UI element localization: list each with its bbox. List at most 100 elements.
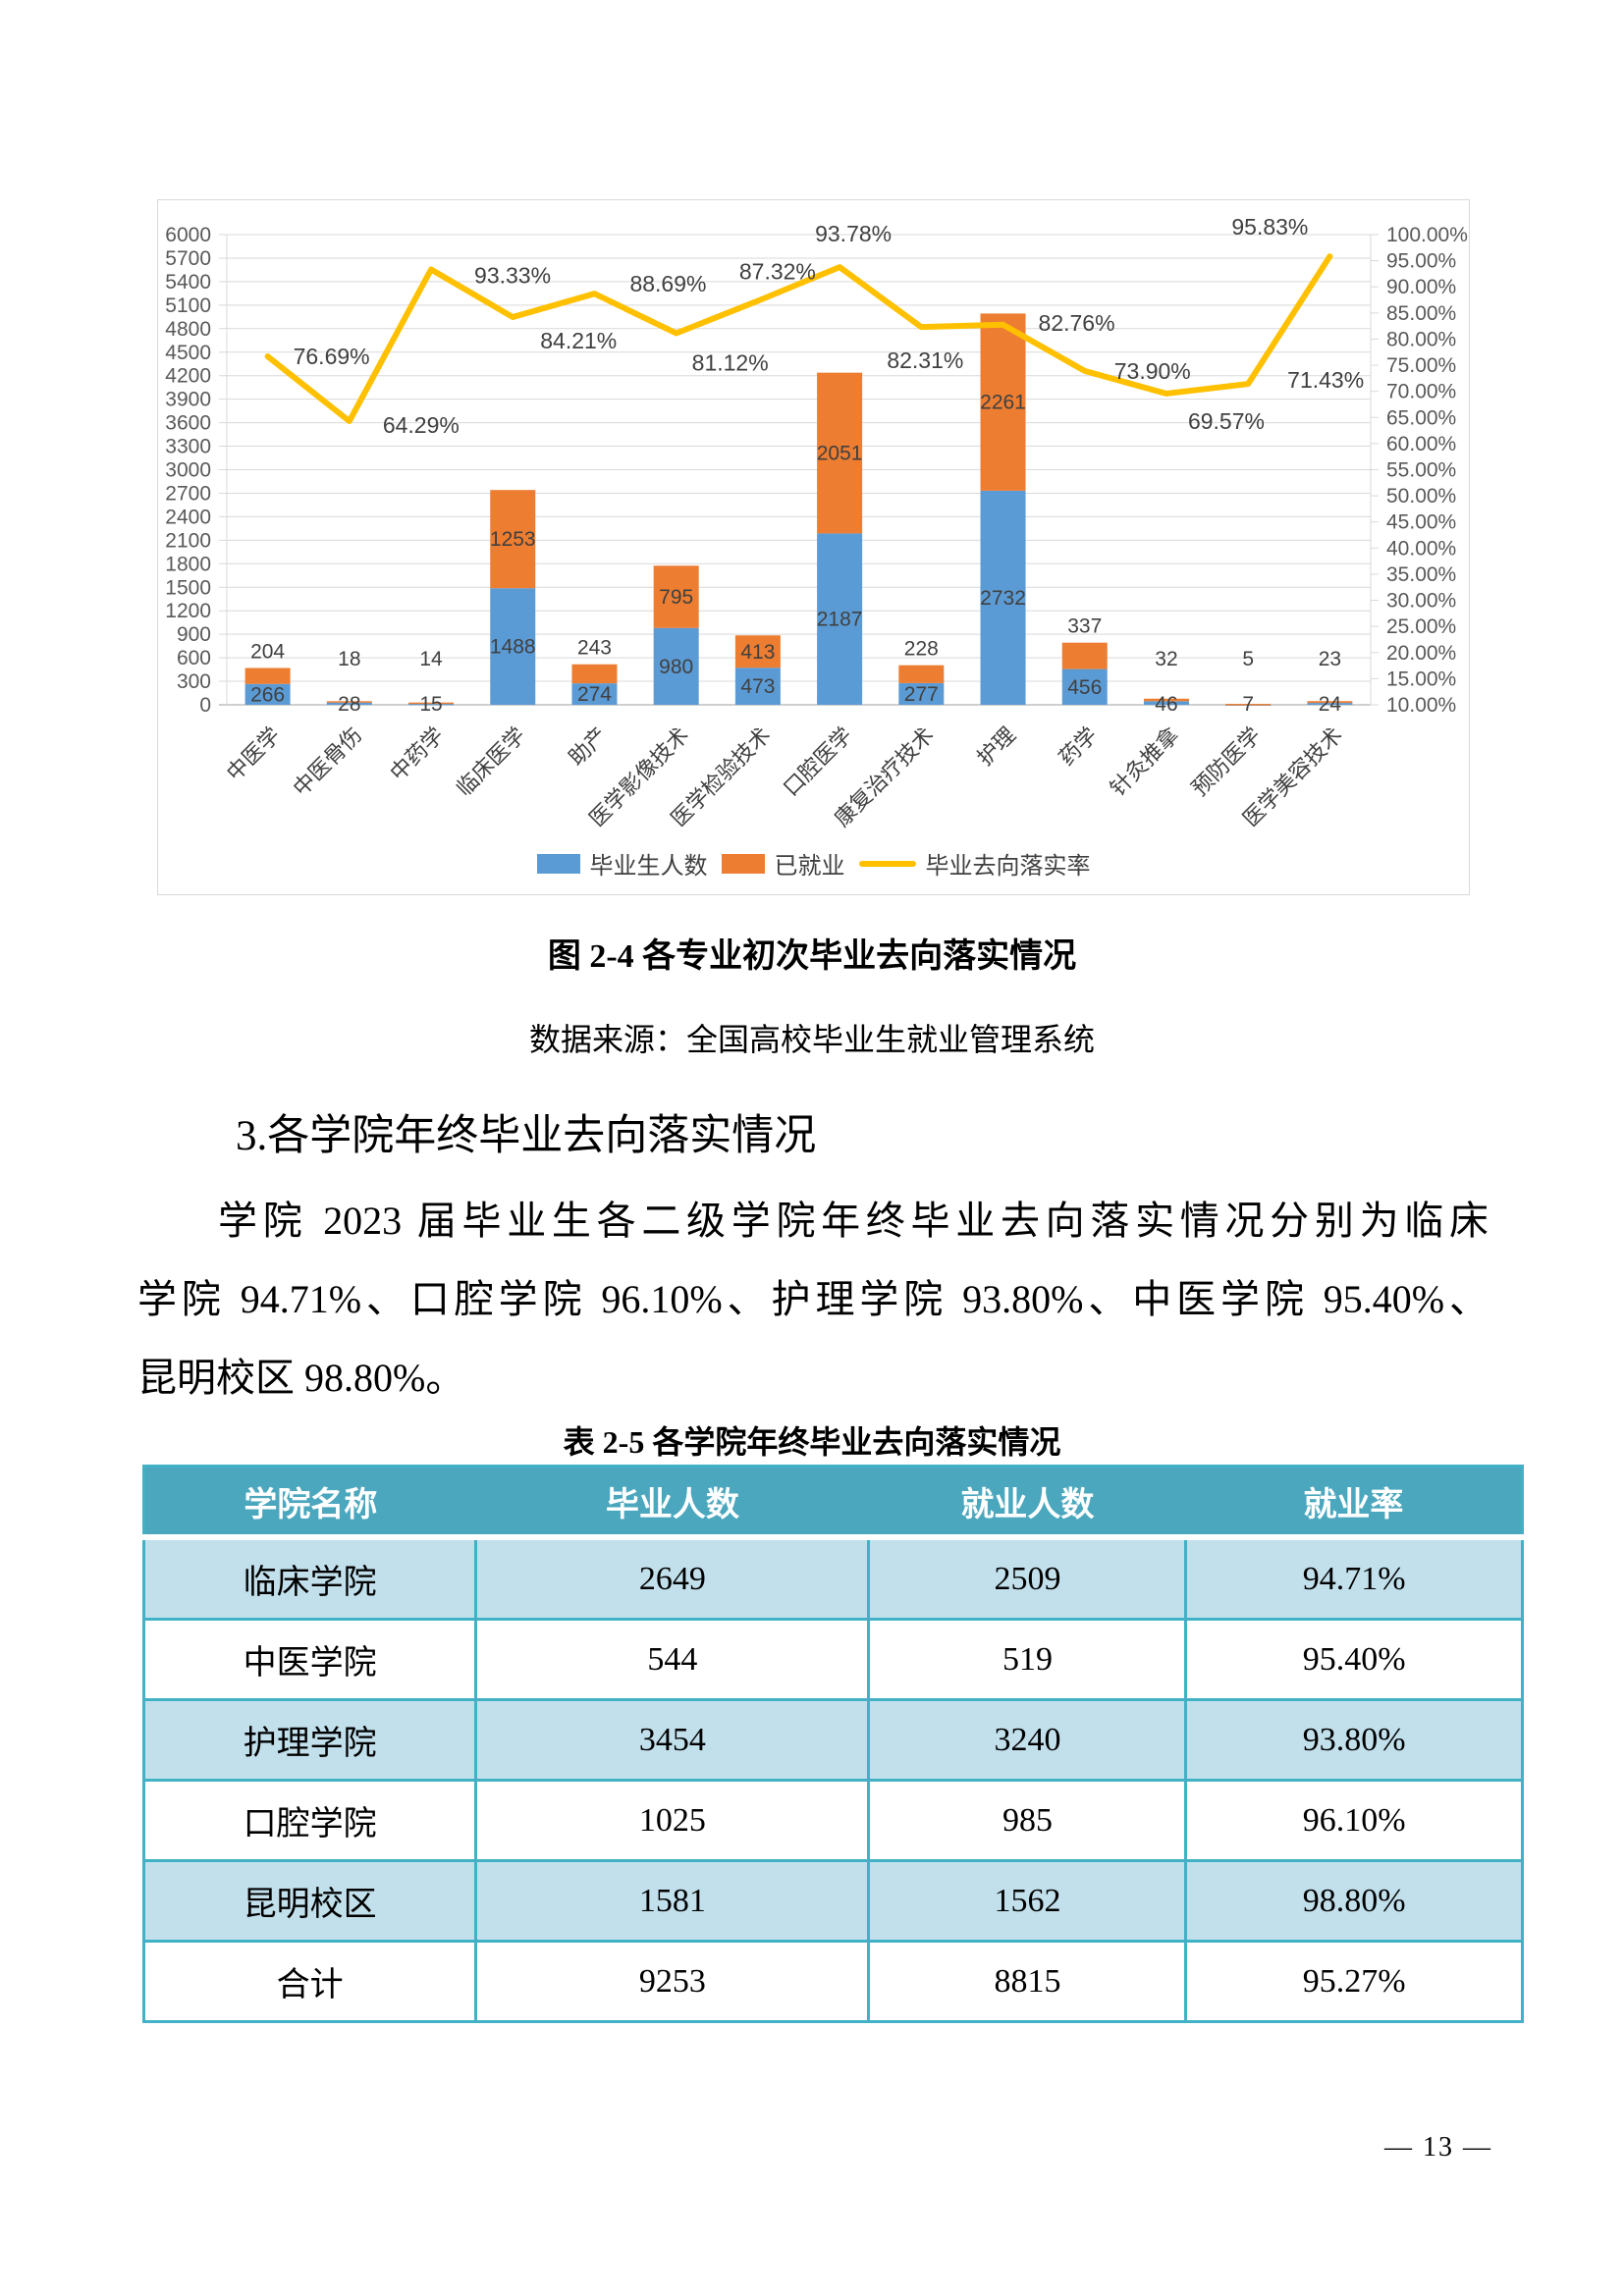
table-column-header: 就业人数 <box>868 1466 1186 1540</box>
bar-segment-employed <box>734 635 781 668</box>
table-cell: 3240 <box>867 1698 1188 1782</box>
table-cell: 519 <box>867 1618 1188 1701</box>
paragraph-line: 学院 94.71%、口腔学院 96.10%、护理学院 93.80%、中医学院 9… <box>137 1277 1489 1321</box>
right-axis-tick-label: 20.00% <box>1386 642 1456 665</box>
figure-data-source: 数据来源：全国高校毕业生就业管理系统 <box>528 1022 1095 1057</box>
left-axis-tick-label: 900 <box>177 623 211 646</box>
graduates-value-label: 1488 <box>490 636 536 659</box>
left-axis-tick-label: 3000 <box>165 459 211 482</box>
left-axis-tick-label: 3600 <box>165 412 211 435</box>
chart-legend: 毕业生人数 已就业 毕业去向落实率 <box>158 846 1469 881</box>
category-axis-label: 药学 <box>1054 722 1102 771</box>
left-axis-tick-label: 4200 <box>165 365 211 388</box>
right-axis-tick-label: 100.00% <box>1386 224 1468 246</box>
graduates-value-label: 277 <box>904 683 939 706</box>
right-axis-tick-label: 50.00% <box>1386 485 1456 507</box>
employed-value-label: 243 <box>577 637 612 660</box>
legend-swatch <box>721 853 765 874</box>
graduates-value-label: 24 <box>1319 693 1342 716</box>
category-axis-label: 中药学 <box>385 722 448 785</box>
table-row: 合计 9253 8815 95.27% <box>141 1940 1524 2023</box>
bar-segment-graduates <box>1143 701 1189 705</box>
category-axis-label: 护理 <box>972 722 1020 771</box>
employed-value-label: 18 <box>338 648 360 670</box>
graduates-value-label: 980 <box>659 656 693 678</box>
employed-value-label: 795 <box>659 586 693 609</box>
table-row: 昆明校区 1581 1562 98.80% <box>141 1859 1524 1943</box>
left-axis-tick-label: 1800 <box>165 553 211 575</box>
bar-segment-employed <box>1143 698 1189 702</box>
employment-chart-frame: 0 300 600 900 1200 1500 1800 2100 2400 2700 3000 33… <box>157 199 1470 895</box>
right-axis-tick-label: 35.00% <box>1386 563 1456 586</box>
left-axis-tick-label: 300 <box>177 670 211 693</box>
section-heading: 3.各学院年终毕业去向落实情况 <box>236 1113 817 1159</box>
employment-rate-label: 93.33% <box>474 262 551 288</box>
employment-rate-label: 81.12% <box>692 349 769 375</box>
employment-rate-label: 82.31% <box>887 347 963 373</box>
table-cell: 98.80% <box>1184 1859 1524 1943</box>
graduates-value-label: 7 <box>1242 693 1254 716</box>
legend-label: 毕业生人数 <box>589 853 708 880</box>
graduates-value-label: 2732 <box>980 587 1026 610</box>
bar-segment-employed <box>244 667 291 684</box>
employed-value-label: 32 <box>1155 648 1177 670</box>
employed-value-label: 337 <box>1067 615 1102 638</box>
table-cell: 1562 <box>867 1859 1188 1943</box>
left-axis-tick-label: 600 <box>177 647 211 669</box>
right-axis-tick-label: 75.00% <box>1386 354 1456 377</box>
left-axis-tick-label: 0 <box>199 694 211 717</box>
employed-value-label: 23 <box>1319 648 1341 670</box>
category-axis-label: 中医学 <box>222 722 285 785</box>
bar-segment-graduates <box>1307 703 1353 705</box>
table-cell: 3454 <box>474 1698 871 1782</box>
right-axis-tick-label: 10.00% <box>1386 694 1456 717</box>
page-number: — 13 — <box>1384 2132 1492 2163</box>
right-axis-tick-label: 25.00% <box>1386 615 1456 638</box>
employment-rate-label: 88.69% <box>629 271 706 296</box>
employment-rate-label: 71.43% <box>1287 367 1364 393</box>
bar-segment-employed <box>898 665 945 683</box>
bar-segment-graduates <box>817 533 863 705</box>
bar-segment-employed <box>980 313 1026 491</box>
table-cell: 1581 <box>474 1859 871 1943</box>
bar-segment-employed <box>1061 642 1108 669</box>
left-axis-tick-label: 3900 <box>165 389 211 411</box>
right-axis-tick-label: 45.00% <box>1386 511 1456 534</box>
employment-rate-label: 84.21% <box>540 328 617 353</box>
table-cell: 9253 <box>474 1940 871 2023</box>
legend-label: 已就业 <box>774 853 845 880</box>
graduates-value-label: 2187 <box>817 609 863 631</box>
employment-rate-label: 69.57% <box>1188 408 1265 434</box>
bar-segment-graduates <box>490 588 536 705</box>
employment-rate-label: 93.78% <box>815 221 892 246</box>
left-axis-tick-label: 5700 <box>165 247 211 270</box>
right-axis-tick-label: 70.00% <box>1386 381 1456 403</box>
table-row: 护理学院 3454 3240 93.80% <box>141 1698 1524 1782</box>
employed-value-label: 413 <box>740 641 775 664</box>
bar-segment-employed <box>1307 701 1353 704</box>
category-axis-label: 口腔医学 <box>779 722 857 801</box>
employed-value-label: 2051 <box>817 443 863 465</box>
employed-value-label: 2261 <box>980 392 1026 414</box>
graduates-value-label: 473 <box>740 675 775 698</box>
employment-stacked-bar-line-chart: 0300600900120015001800210024002700300033… <box>165 214 1468 831</box>
paragraph-line: 昆明校区 98.80%。 <box>137 1356 465 1400</box>
right-axis-tick-label: 15.00% <box>1386 667 1456 690</box>
left-axis-tick-label: 3300 <box>165 436 211 458</box>
bar-segment-employed <box>326 701 372 703</box>
bar-segment-graduates <box>571 683 618 705</box>
right-axis-tick-label: 55.00% <box>1386 459 1456 482</box>
employed-value-label: 1253 <box>490 528 536 551</box>
college-name-cell: 昆明校区 <box>141 1859 478 1943</box>
graduates-value-label: 274 <box>577 683 612 706</box>
right-axis-tick-label: 40.00% <box>1386 537 1456 560</box>
left-axis-tick-label: 4500 <box>165 342 211 364</box>
legend-line-swatch <box>858 860 916 867</box>
college-name-cell: 护理学院 <box>141 1698 478 1782</box>
graduates-value-label: 15 <box>419 693 442 716</box>
table-cell: 1025 <box>474 1779 871 1862</box>
table-cell: 94.71% <box>1184 1535 1524 1621</box>
college-name-cell: 临床学院 <box>141 1535 478 1621</box>
table-cell: 544 <box>474 1618 871 1701</box>
legend-item: 已就业 <box>721 846 845 881</box>
